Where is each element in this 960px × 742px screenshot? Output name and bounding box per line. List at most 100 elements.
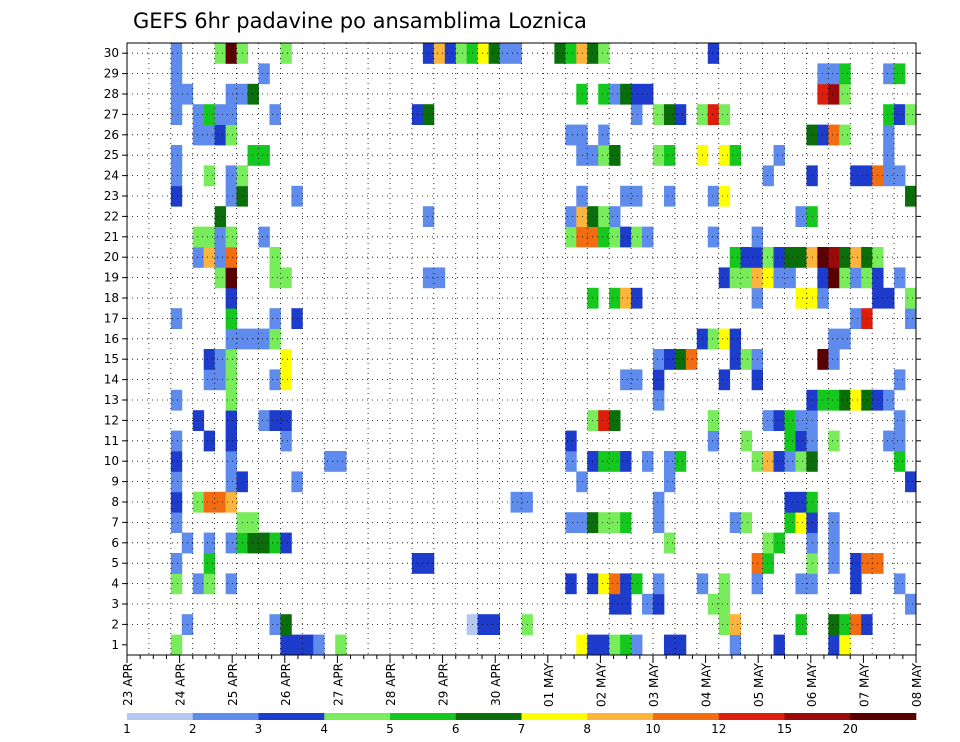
heatmap-cell xyxy=(598,410,610,431)
heatmap-cell xyxy=(269,104,281,125)
heatmap-cell xyxy=(894,410,906,431)
heatmap-cell xyxy=(653,593,665,615)
heatmap-cell xyxy=(280,349,292,370)
heatmap-cell xyxy=(565,451,577,472)
heatmap-cell xyxy=(225,287,237,309)
heatmap-cell xyxy=(894,165,906,187)
heatmap-cell xyxy=(729,267,742,289)
y-tick-label: 28 xyxy=(104,87,119,101)
heatmap-cell xyxy=(576,124,588,146)
heatmap-cell xyxy=(576,206,588,227)
heatmap-cell xyxy=(828,634,840,656)
heatmap-cell xyxy=(894,369,906,391)
y-tick-label: 12 xyxy=(104,413,119,427)
colorbar-label: 15 xyxy=(777,722,792,736)
heatmap-cell xyxy=(192,410,205,431)
heatmap-cell xyxy=(883,104,895,125)
heatmap-cell xyxy=(718,573,731,595)
heatmap-cell xyxy=(269,308,281,329)
heatmap-cell xyxy=(905,287,917,309)
heatmap-cell xyxy=(740,267,753,289)
heatmap-cell xyxy=(203,573,216,595)
heatmap-cell xyxy=(247,512,259,533)
heatmap-cell xyxy=(795,573,807,595)
heatmap-cell xyxy=(609,410,621,431)
heatmap-cell xyxy=(718,328,731,350)
heatmap-cell xyxy=(894,430,906,452)
heatmap-cell xyxy=(861,308,873,329)
heatmap-cell xyxy=(762,553,774,574)
heatmap-cell xyxy=(280,267,292,289)
heatmap-cell xyxy=(214,267,227,289)
heatmap-cell xyxy=(598,226,610,248)
heatmap-cell xyxy=(302,634,314,656)
x-tick-label: 07 MAY xyxy=(857,662,871,707)
heatmap-cell xyxy=(280,410,292,431)
heatmap-cell xyxy=(269,410,281,431)
heatmap-cell xyxy=(762,410,774,431)
heatmap-cell xyxy=(170,553,183,574)
heatmap-cell xyxy=(225,532,237,554)
heatmap-cell xyxy=(784,491,796,513)
heatmap-cell xyxy=(170,491,183,513)
heatmap-cell xyxy=(203,369,216,391)
heatmap-cell xyxy=(795,491,807,513)
heatmap-cell xyxy=(631,369,643,391)
y-tick-label: 30 xyxy=(104,46,119,60)
heatmap-cell xyxy=(740,349,753,370)
heatmap-cell xyxy=(861,165,873,187)
heatmap-cell xyxy=(422,104,435,125)
heatmap-cell xyxy=(576,512,588,533)
heatmap-cell xyxy=(828,247,840,268)
heatmap-cell xyxy=(674,451,687,472)
heatmap-cell xyxy=(784,451,796,472)
heatmap-cell xyxy=(170,165,183,187)
heatmap-cell xyxy=(784,267,796,289)
colorbar-swatch xyxy=(718,713,785,720)
heatmap-cell xyxy=(554,43,566,64)
heatmap-cell xyxy=(850,553,862,574)
heatmap-cell xyxy=(663,185,676,207)
heatmap-cell xyxy=(729,328,742,350)
heatmap-cell xyxy=(817,247,829,268)
heatmap-cell xyxy=(225,410,237,431)
colorbar-swatch xyxy=(127,713,194,720)
heatmap-cell xyxy=(850,165,862,187)
colorbar-swatch xyxy=(258,713,325,720)
heatmap-cell xyxy=(707,593,720,615)
colorbar-swatch xyxy=(653,713,720,720)
x-tick-label: 05 MAY xyxy=(752,662,766,707)
heatmap-cell xyxy=(225,491,237,513)
heatmap-cell xyxy=(598,451,610,472)
heatmap-cell xyxy=(433,43,446,64)
heatmap-cell xyxy=(839,63,851,85)
colorbar-label: 5 xyxy=(386,722,394,736)
heatmap-cell xyxy=(444,43,457,64)
heatmap-cell xyxy=(225,267,237,289)
heatmap-cell xyxy=(225,226,237,248)
x-tick-label: 01 MAY xyxy=(542,662,556,707)
heatmap-cell xyxy=(828,83,840,105)
y-tick-label: 14 xyxy=(104,373,119,387)
heatmap-cell xyxy=(653,369,665,391)
heatmap-cell xyxy=(905,471,917,493)
heatmap-cell xyxy=(620,83,632,105)
heatmap-cell xyxy=(894,573,906,595)
colorbar-label: 8 xyxy=(583,722,591,736)
heatmap-cell xyxy=(609,206,621,227)
heatmap-cell xyxy=(225,124,237,146)
heatmap-cell xyxy=(817,349,829,370)
x-axis: 23 APR 24 APR 25 APR 26 APR 27 APR 28 APR 29 A… xyxy=(121,655,924,707)
heatmap-cell xyxy=(269,247,281,268)
y-tick-label: 3 xyxy=(111,597,119,611)
heatmap-cell xyxy=(203,349,216,370)
heatmap-cell xyxy=(488,614,500,635)
heatmap-cell xyxy=(905,185,917,207)
heatmap-cell xyxy=(883,145,895,166)
heatmap-cell xyxy=(861,389,873,411)
heatmap-cell xyxy=(609,226,621,248)
heatmap-cell xyxy=(631,634,643,656)
heatmap-cell xyxy=(839,634,851,656)
heatmap-cell xyxy=(817,389,829,411)
heatmap-cell xyxy=(718,369,731,391)
